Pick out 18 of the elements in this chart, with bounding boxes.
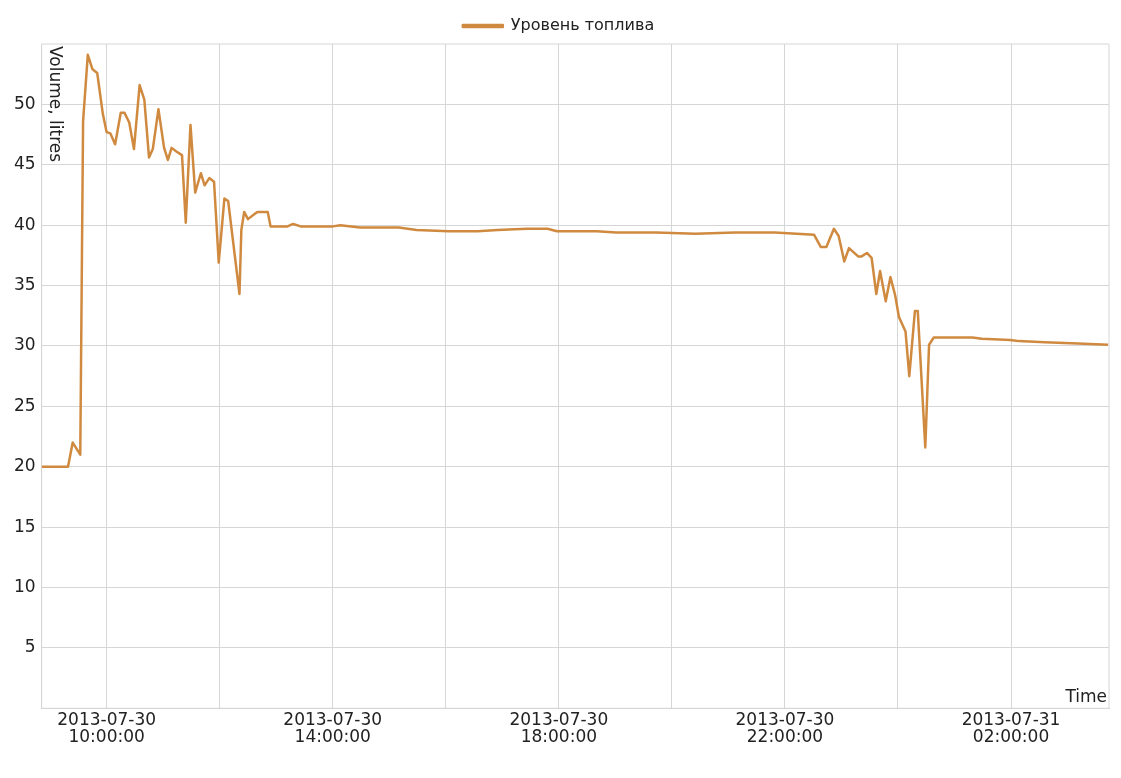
y-tick-label: 30 — [13, 334, 36, 355]
legend-label: Уровень топлива — [510, 15, 655, 35]
y-tick-label: 5 — [24, 636, 36, 657]
y-axis-title: Volume, litres — [45, 46, 66, 163]
x-tick-label: 2013-07-30 14:00:00 — [283, 708, 383, 747]
x-tick-label: 2013-07-30 18:00:00 — [509, 708, 609, 747]
x-tick-label: 2013-07-31 02:00:00 — [961, 708, 1061, 747]
x-axis-title: Time — [1064, 686, 1107, 707]
y-tick-label: 25 — [13, 394, 36, 415]
y-tick-label: 10 — [13, 575, 36, 596]
y-tick-label: 15 — [13, 515, 36, 536]
y-tick-label: 45 — [13, 153, 36, 174]
x-tick-label: 2013-07-30 10:00:00 — [57, 708, 157, 747]
y-tick-label: 40 — [13, 213, 36, 234]
y-tick-label: 50 — [13, 92, 36, 113]
y-tick-label: 20 — [13, 455, 36, 476]
y-tick-label: 35 — [13, 273, 36, 294]
x-tick-label: 2013-07-30 22:00:00 — [735, 708, 835, 747]
